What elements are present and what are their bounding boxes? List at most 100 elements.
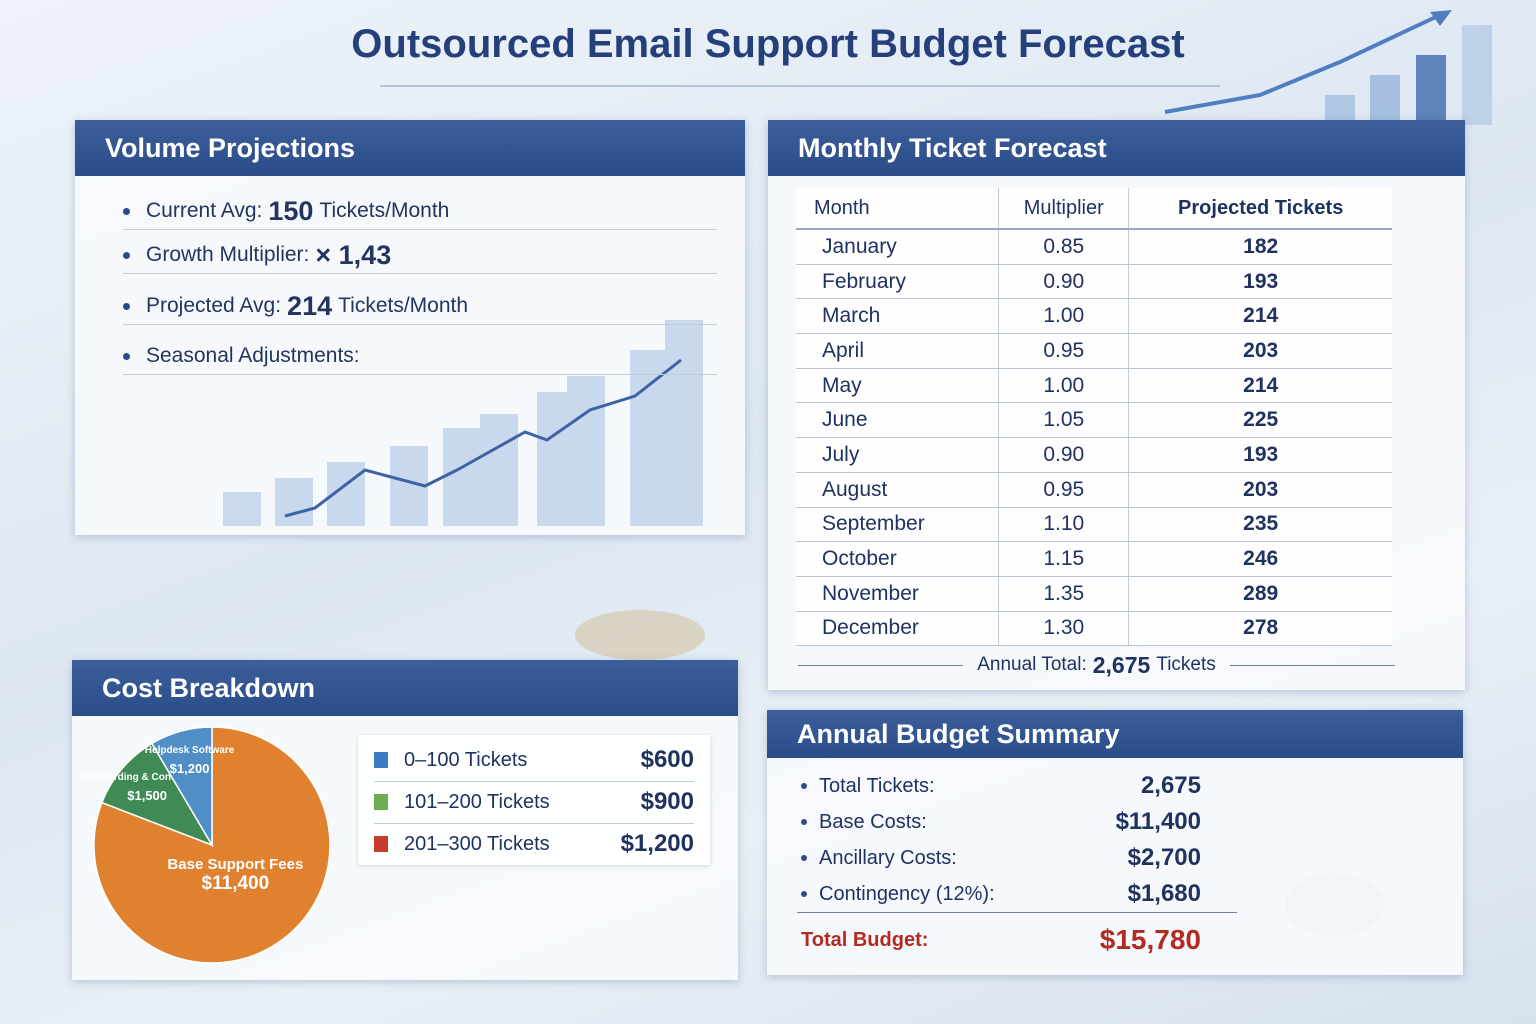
table-cell: March (796, 298, 1000, 335)
tier-swatch (374, 794, 388, 810)
bullet (801, 819, 807, 825)
table-cell: 193 (1128, 264, 1392, 300)
column-header: Projected Tickets (1128, 188, 1392, 230)
table-cell: 1.10 (998, 507, 1130, 543)
item-unit: Tickets/Month (338, 294, 469, 317)
table-cell: 0.90 (998, 264, 1130, 300)
pie-slice (93, 726, 331, 964)
budget-value: 2,675 (1140, 772, 1201, 799)
budget-item: Total Tickets: 2,675 (801, 768, 1201, 804)
tier-price: $900 (640, 788, 694, 815)
slice-label: Base Support Fees (167, 856, 303, 873)
tier-list: 0–100 Tickets $600 101–200 Tickets $900 201–… (358, 735, 710, 865)
budget-total-value: $15,780 (1099, 924, 1201, 955)
table-cell: 0.90 (998, 437, 1130, 473)
budget-item: Ancillary Costs: $2,700 (801, 840, 1201, 876)
table-row: November 1.35 289 (796, 576, 1392, 612)
table-row: January 0.85 182 (796, 229, 1392, 265)
separator (797, 912, 1237, 913)
column-header: Multiplier (998, 188, 1130, 230)
table-cell: 1.30 (998, 611, 1130, 647)
budget-total: Total Budget: $15,780 (801, 922, 1201, 958)
budget-panel: Annual Budget Summary Total Budget: $15,… (767, 710, 1463, 975)
table-cell: 203 (1128, 472, 1392, 508)
table-cell: 246 (1128, 541, 1392, 577)
total-value: 2,675 (1092, 651, 1151, 678)
volume-decor-chart (223, 320, 703, 526)
slice-value: $11,400 (202, 873, 270, 894)
table-cell: October (796, 541, 1000, 577)
table-row: May 1.00 214 (796, 368, 1392, 404)
slice-label: Onboarding & Contingency (82, 772, 212, 783)
table-cell: 235 (1128, 507, 1392, 543)
budget-value: $11,400 (1115, 808, 1201, 835)
tier-price: $1,200 (620, 830, 694, 857)
table-cell: July (796, 437, 1000, 473)
table-cell: 278 (1128, 611, 1392, 647)
table-cell: 1.00 (998, 368, 1130, 404)
total-label: Annual Total: (977, 654, 1087, 675)
table-cell: December (796, 611, 1000, 647)
volume-item: Projected Avg: 214 Tickets/Month (123, 288, 717, 325)
table-cell: 193 (1128, 437, 1392, 473)
item-value: 214 (287, 290, 333, 321)
budget-total-label: Total Budget: (801, 928, 929, 951)
volume-panel: Volume Projections Current Avg: 150 Ticket… (75, 120, 745, 535)
panel-heading: Annual Budget Summary (767, 710, 1463, 758)
table-cell: 1.15 (998, 541, 1130, 577)
budget-label: Base Costs: (819, 810, 927, 833)
table-cell: 289 (1128, 576, 1392, 612)
forecast-table: Month Multiplier Projected Tickets January 0… (796, 188, 1392, 647)
panel-heading: Monthly Ticket Forecast (768, 120, 1465, 176)
column-header: Month (796, 188, 1000, 230)
tier-label: 201–300 Tickets (404, 832, 550, 855)
budget-value: $2,700 (1127, 844, 1201, 871)
table-row: July 0.90 193 (796, 437, 1392, 473)
slice-value: $1,200 (170, 761, 210, 776)
table-row: March 1.00 214 (796, 298, 1392, 335)
table-row: February 0.90 193 (796, 264, 1392, 300)
budget-label: Ancillary Costs: (819, 846, 957, 869)
cost-panel: Cost Breakdown Base Support Fees $11,400 O… (72, 660, 738, 980)
table-cell: May (796, 368, 1000, 404)
slice-label: Helpdesk Software (145, 745, 235, 756)
table-cell: 0.95 (998, 333, 1130, 369)
volume-item: Seasonal Adjustments: (123, 338, 717, 375)
budget-item: Base Costs: $11,400 (801, 804, 1201, 840)
bullet (801, 891, 807, 897)
budget-label: Contingency (12%): (819, 882, 995, 905)
slice-value: $1,500 (127, 788, 167, 803)
tier-swatch (374, 836, 388, 852)
table-cell: 0.85 (998, 229, 1130, 265)
table-cell: November (796, 576, 1000, 612)
table-cell: February (796, 264, 1000, 300)
table-cell: 214 (1128, 368, 1392, 404)
table-row: October 1.15 246 (796, 541, 1392, 577)
pie-chart: Base Support Fees$11,400 Onboarding & Con… (82, 726, 331, 964)
table-row: August 0.95 203 (796, 472, 1392, 508)
tier-swatch (374, 752, 388, 768)
table-cell: August (796, 472, 1000, 508)
forecast-panel: Monthly Ticket Forecast Month Multiplier P… (768, 120, 1465, 690)
bullet (801, 783, 807, 789)
table-cell: 225 (1128, 402, 1392, 439)
table-cell: 1.05 (998, 402, 1130, 439)
table-cell: April (796, 333, 1000, 369)
table-cell: 1.00 (998, 298, 1130, 335)
tier-label: 0–100 Tickets (404, 748, 528, 771)
table-cell: 182 (1128, 229, 1392, 265)
bullet (123, 302, 130, 310)
bullet (801, 855, 807, 861)
item-value: 150 (268, 195, 314, 226)
tier-item: 201–300 Tickets $1,200 (374, 823, 694, 865)
bullet (123, 352, 130, 360)
bullet (123, 207, 130, 215)
tier-item: 101–200 Tickets $900 (374, 781, 694, 824)
pie-slice (150, 726, 213, 848)
item-label: Seasonal Adjustments: (146, 344, 360, 367)
panel-heading: Cost Breakdown (72, 660, 738, 716)
table-row: June 1.05 225 (796, 402, 1392, 439)
bullet (123, 251, 130, 259)
table-cell: June (796, 402, 1000, 439)
budget-item: Contingency (12%): $1,680 (801, 876, 1201, 912)
